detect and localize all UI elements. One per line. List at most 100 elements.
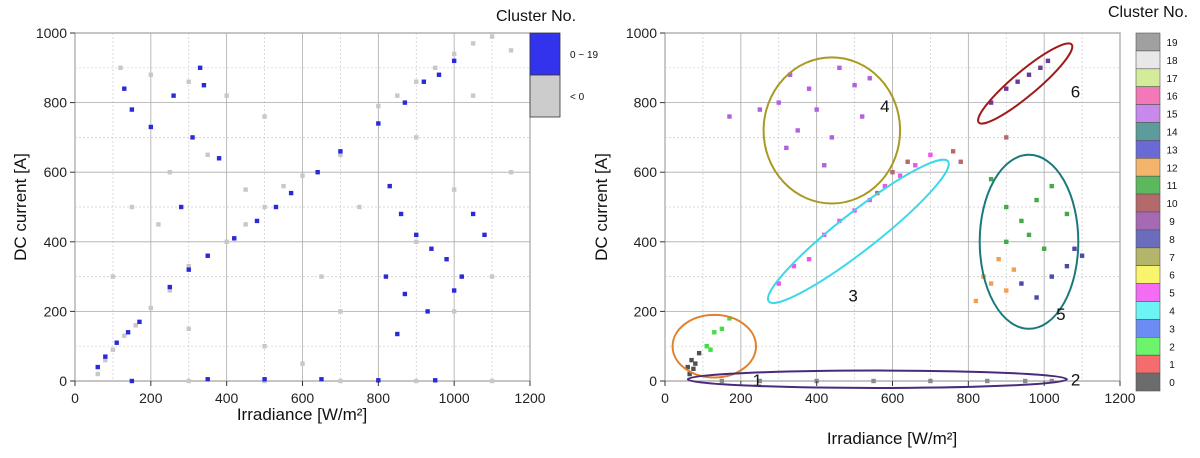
y-tick-label: 400 xyxy=(634,234,658,250)
data-point xyxy=(300,361,305,366)
legend-swatch xyxy=(1135,140,1161,159)
data-point xyxy=(414,239,419,244)
data-point xyxy=(300,173,305,178)
data-point xyxy=(489,34,495,39)
legend-swatch xyxy=(1135,265,1161,284)
cluster-ellipse xyxy=(766,158,950,304)
data-point xyxy=(776,281,781,286)
data-point xyxy=(433,65,438,70)
data-point xyxy=(806,86,812,91)
legend-label: 2 xyxy=(1169,342,1175,353)
data-point xyxy=(1019,281,1024,286)
data-point xyxy=(1049,274,1054,279)
legend-swatch xyxy=(1135,68,1161,88)
data-point xyxy=(186,79,191,84)
data-point xyxy=(988,100,994,105)
legend-label: 11 xyxy=(1167,181,1178,192)
data-point xyxy=(243,187,248,192)
legend-swatch xyxy=(1135,336,1161,356)
data-point xyxy=(421,79,427,84)
data-point xyxy=(1011,267,1017,272)
data-point xyxy=(148,124,154,130)
data-point xyxy=(795,128,800,133)
cluster-label: 5 xyxy=(1056,305,1065,324)
data-point xyxy=(1004,288,1009,293)
data-point xyxy=(216,156,222,161)
x-tick-label: 0 xyxy=(661,390,669,406)
data-point xyxy=(852,83,857,88)
data-point xyxy=(186,378,191,384)
right-grid xyxy=(664,32,1121,382)
data-point xyxy=(224,93,229,98)
data-point xyxy=(129,378,135,384)
legend-swatch xyxy=(1135,301,1161,320)
data-point xyxy=(913,163,918,168)
legend-swatch xyxy=(1135,283,1161,302)
cluster-label: 3 xyxy=(848,286,857,305)
data-point xyxy=(988,176,994,182)
data-point xyxy=(114,340,119,345)
right-points xyxy=(685,58,1085,384)
legend-swatch xyxy=(1135,50,1161,70)
data-point xyxy=(791,263,797,269)
y-tick-label: 200 xyxy=(44,303,68,319)
data-point xyxy=(451,187,457,192)
data-point xyxy=(288,190,294,196)
data-point xyxy=(205,152,210,157)
x-tick-label: 1000 xyxy=(1029,390,1060,406)
legend-label: 8 xyxy=(1169,235,1175,246)
y-tick-label: 1000 xyxy=(626,25,657,41)
data-point xyxy=(444,257,449,262)
data-point xyxy=(205,377,210,382)
data-point xyxy=(429,246,434,251)
data-point xyxy=(1023,378,1028,384)
data-point xyxy=(357,204,362,210)
data-point xyxy=(482,232,487,238)
data-point xyxy=(867,76,872,81)
cluster-label: 6 xyxy=(1071,82,1080,101)
data-point xyxy=(451,288,457,293)
right-y-axis-label: DC current [A] xyxy=(592,153,611,261)
legend-swatch xyxy=(1135,32,1161,52)
x-tick-label: 600 xyxy=(291,390,315,406)
data-point xyxy=(186,267,191,272)
left-chart: 0 200 400 600 800 1000 1200 0 200 400 600 800 1000 I… xyxy=(11,8,599,424)
x-tick-label: 200 xyxy=(139,390,163,406)
left-ticks: 0 200 400 600 800 1000 1200 0 200 400 600 800 1000 xyxy=(36,25,546,406)
data-point xyxy=(224,239,229,244)
x-tick-label: 1200 xyxy=(514,390,545,406)
data-point xyxy=(436,72,442,77)
legend-swatch xyxy=(529,74,561,118)
data-point xyxy=(451,58,457,64)
y-tick-label: 0 xyxy=(649,373,657,389)
legend-label: 10 xyxy=(1166,199,1178,210)
data-point xyxy=(814,107,819,112)
x-tick-label: 200 xyxy=(729,390,753,406)
data-point xyxy=(757,107,762,112)
data-point xyxy=(719,378,725,384)
data-point xyxy=(727,114,732,119)
cluster-ellipse xyxy=(977,42,1074,125)
data-point xyxy=(1019,218,1024,224)
data-point xyxy=(118,65,123,70)
data-point xyxy=(338,309,343,314)
left-legend: 0 ~ 19 < 0 xyxy=(529,32,599,118)
data-point xyxy=(897,173,903,178)
data-point xyxy=(985,378,990,384)
data-point xyxy=(148,305,154,311)
left-x-axis-label: Irradiance [W/m²] xyxy=(237,405,367,424)
data-point xyxy=(133,323,138,328)
data-point xyxy=(122,86,127,91)
data-point xyxy=(787,72,793,77)
data-point xyxy=(110,274,116,279)
data-point xyxy=(757,378,762,384)
legend-swatch xyxy=(1135,354,1161,374)
data-point xyxy=(319,377,324,382)
data-point xyxy=(470,41,476,46)
data-point xyxy=(273,204,279,210)
data-point xyxy=(996,257,1001,262)
data-point xyxy=(376,103,381,109)
data-point xyxy=(784,145,789,151)
data-point xyxy=(489,378,495,384)
data-point xyxy=(689,357,694,363)
